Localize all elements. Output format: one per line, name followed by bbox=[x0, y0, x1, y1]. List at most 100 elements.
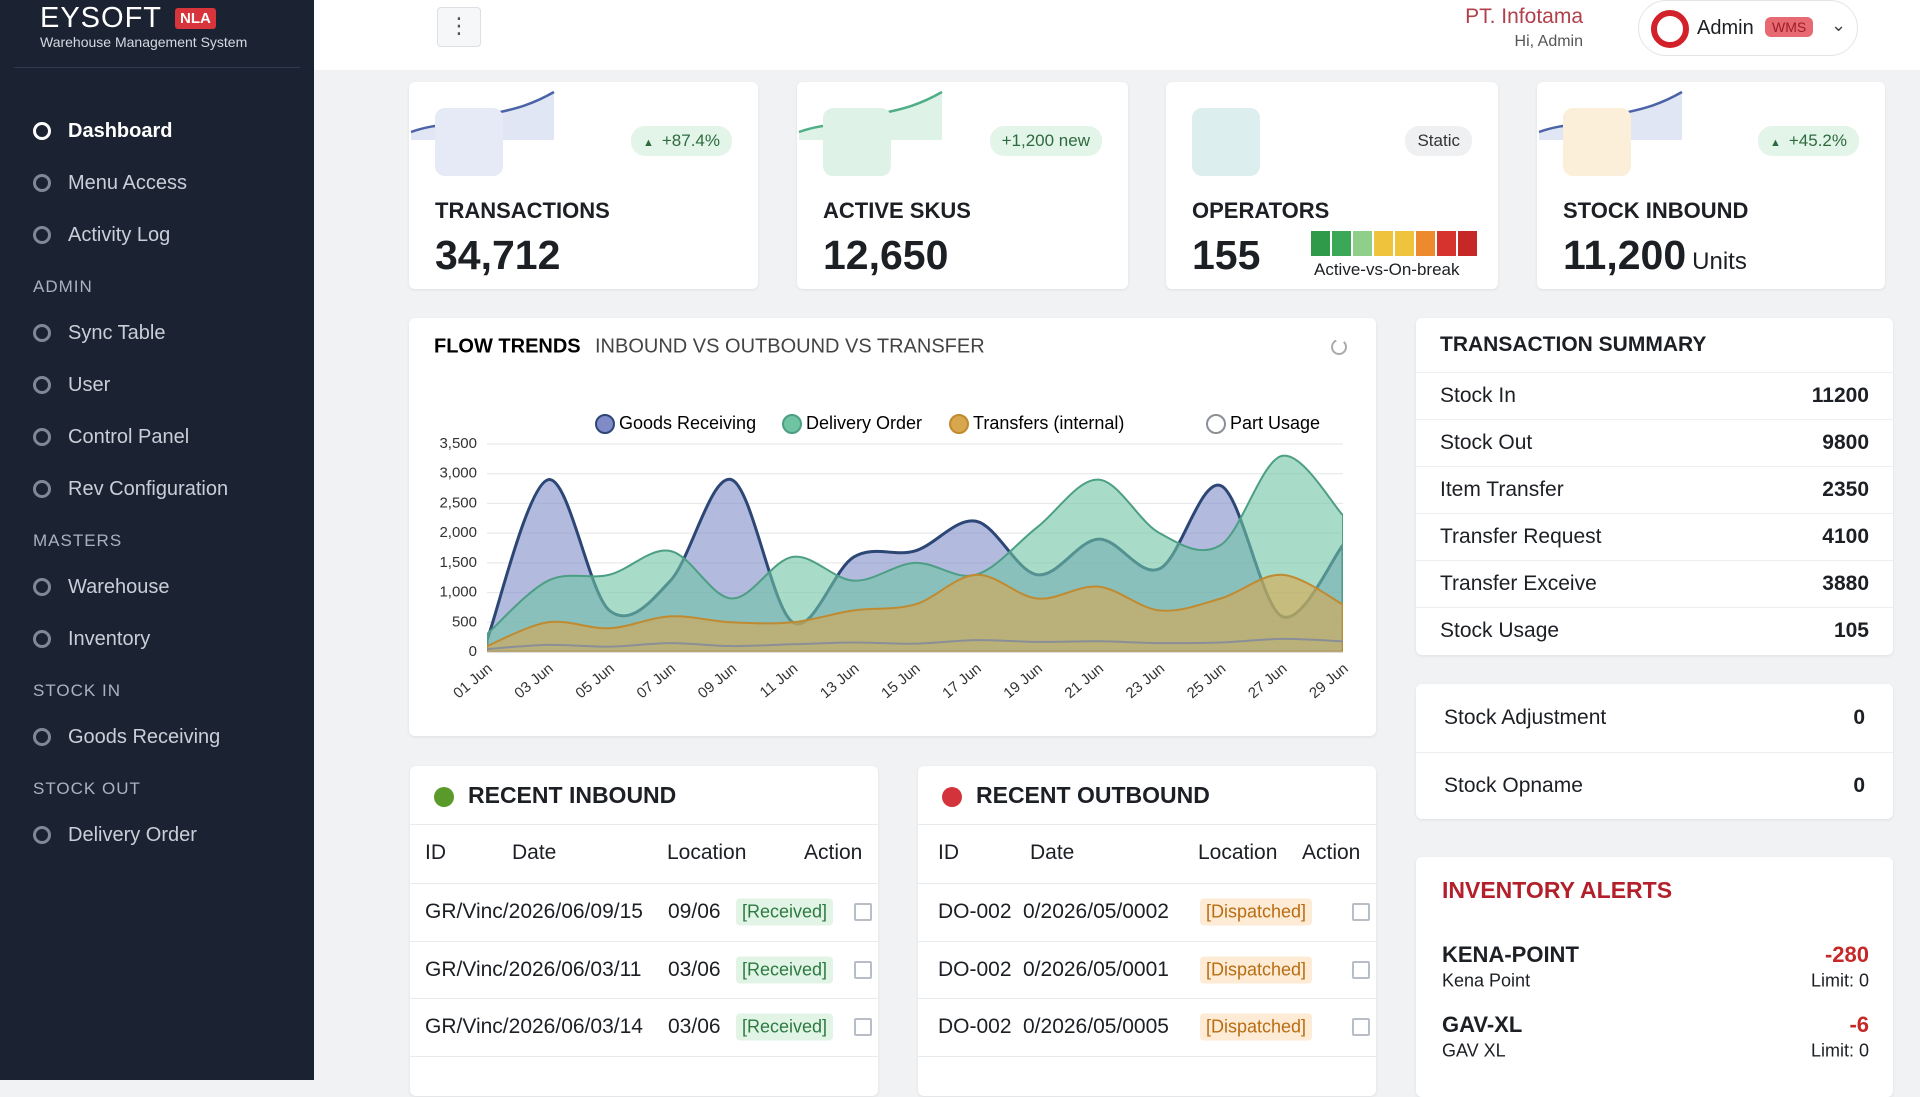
inventory-alerts: INVENTORY ALERTS KENA-POINT Kena Point -28… bbox=[1416, 857, 1893, 1097]
menu-label: Rev Configuration bbox=[68, 477, 229, 500]
kpi-badge-text: +1,200 new bbox=[1001, 131, 1090, 150]
kpi-card: ▲ +87.4% TRANSACTIONS 34,712 bbox=[409, 82, 758, 289]
menu: Dashboard Menu Access Activity Log ADMIN Syn… bbox=[0, 105, 314, 861]
trend-arrow: ▲ bbox=[1769, 137, 1781, 149]
x-tick-label: 15 Jun bbox=[878, 660, 923, 702]
cell-date: 03/06 bbox=[668, 957, 721, 981]
chart-title: FLOW TRENDS bbox=[434, 335, 581, 357]
menu-toggle[interactable]: ⋮ bbox=[437, 7, 481, 47]
brand-subtitle: Warehouse Management System bbox=[40, 34, 248, 50]
column-header: Action bbox=[1302, 841, 1361, 864]
menu-item[interactable]: Activity Log bbox=[0, 209, 314, 261]
greeting: Hi, Admin bbox=[1514, 33, 1583, 50]
row-line bbox=[918, 940, 1376, 942]
user-menu[interactable]: Admin WMS ⌄ bbox=[1638, 0, 1858, 56]
cell-date: 09/06 bbox=[668, 900, 721, 923]
menu-icon bbox=[33, 174, 51, 192]
kpi-unit: Units bbox=[1692, 248, 1747, 275]
row-line bbox=[410, 824, 878, 825]
cell-date: 03/06 bbox=[668, 1015, 721, 1038]
alert-name: Kena Point bbox=[1442, 970, 1531, 991]
summary-label: Stock In bbox=[1440, 384, 1516, 407]
menu-icon bbox=[33, 122, 51, 140]
column-header: Action bbox=[804, 841, 863, 864]
x-tick-label: 25 Jun bbox=[1184, 660, 1229, 702]
adjust-label: Stock Adjustment bbox=[1444, 705, 1607, 729]
summary-label: Stock Usage bbox=[1440, 619, 1560, 642]
area-series bbox=[487, 573, 1343, 652]
brand-badge: NLA bbox=[175, 8, 216, 29]
table-title: RECENT OUTBOUND bbox=[976, 782, 1210, 808]
menu-item[interactable]: Menu Access bbox=[0, 157, 314, 209]
open-action[interactable] bbox=[1352, 960, 1370, 979]
status-segment bbox=[1416, 231, 1435, 256]
divider bbox=[14, 67, 300, 68]
status-badge: [Received] bbox=[736, 1013, 834, 1041]
kpi-icon bbox=[1563, 108, 1631, 176]
row-line bbox=[410, 998, 878, 999]
open-action[interactable] bbox=[854, 903, 872, 921]
summary-row: Transfer Exceive 3880 bbox=[1416, 560, 1893, 607]
cell-id: DO-002 bbox=[938, 957, 1012, 981]
menu-item[interactable]: User bbox=[0, 359, 314, 411]
recent-outbound: RECENT OUTBOUND ID Date Location Action DO-00… bbox=[918, 766, 1376, 1096]
kpi-badge-text: +45.2% bbox=[1788, 131, 1847, 150]
trend-arrow: ▲ bbox=[642, 137, 654, 149]
brand: EYSOFT bbox=[40, 2, 163, 34]
alert-limit: Limit: 0 bbox=[1810, 970, 1869, 991]
menu-icon bbox=[33, 728, 51, 746]
x-tick-label: 03 Jun bbox=[511, 660, 556, 702]
refresh-icon[interactable] bbox=[1331, 339, 1347, 355]
menu-item[interactable]: Sync Table bbox=[0, 307, 314, 359]
open-action[interactable] bbox=[854, 1018, 872, 1036]
x-tick-label: 05 Jun bbox=[572, 660, 617, 702]
user-logo bbox=[1651, 10, 1689, 48]
adjust-row: Stock Adjustment 0 bbox=[1416, 684, 1893, 751]
column-header: Location bbox=[667, 841, 747, 864]
kpi-label: STOCK INBOUND bbox=[1563, 198, 1749, 223]
open-action[interactable] bbox=[854, 960, 872, 979]
menu-section: STOCK IN bbox=[33, 681, 121, 700]
column-header: ID bbox=[425, 841, 446, 864]
kpi-card: Static OPERATORS 155 Active-vs-On-break bbox=[1166, 82, 1498, 289]
y-tick-label: 500 bbox=[452, 613, 477, 630]
menu-label: Warehouse bbox=[68, 575, 170, 598]
summary-row: Item Transfer 2350 bbox=[1416, 466, 1893, 513]
summary-row: Stock Out 9800 bbox=[1416, 419, 1893, 466]
legend-label: Part Usage bbox=[1230, 413, 1320, 433]
menu-item[interactable]: Warehouse bbox=[0, 561, 314, 613]
kpi-value: 34,712 bbox=[435, 232, 560, 279]
menu-item[interactable]: Goods Receiving bbox=[0, 711, 314, 763]
summary-row: Stock In 11200 bbox=[1416, 372, 1893, 419]
alert-code: GAV-XL bbox=[1442, 1012, 1523, 1037]
menu-item[interactable]: Rev Configuration bbox=[0, 463, 314, 515]
row-line bbox=[410, 940, 878, 942]
x-tick-label: 21 Jun bbox=[1062, 660, 1107, 702]
open-action[interactable] bbox=[1352, 903, 1370, 921]
menu-icon bbox=[33, 376, 51, 394]
summary-label: Stock Out bbox=[1440, 431, 1533, 454]
alert-code: KENA-POINT bbox=[1442, 942, 1579, 967]
menu-item[interactable]: Inventory bbox=[0, 613, 314, 665]
y-tick-label: 1,500 bbox=[439, 554, 477, 571]
legend-swatch bbox=[595, 414, 615, 434]
cell-date: 0/2026/05/0005 bbox=[1023, 1015, 1169, 1038]
status-segment bbox=[1395, 231, 1414, 256]
menu-item[interactable]: Control Panel bbox=[0, 411, 314, 463]
open-action[interactable] bbox=[1352, 1018, 1370, 1036]
menu-icon bbox=[33, 826, 51, 844]
legend-label: Transfers (internal) bbox=[973, 413, 1124, 433]
legend-label: Goods Receiving bbox=[619, 413, 756, 433]
x-tick-label: 29 Jun bbox=[1306, 660, 1351, 702]
sidebar: EYSOFT NLA Warehouse Management System D… bbox=[0, 0, 314, 1080]
summary-value: 2350 bbox=[1822, 478, 1869, 501]
chart-subtitle: INBOUND VS OUTBOUND VS TRANSFER bbox=[595, 335, 985, 357]
menu-item[interactable]: Delivery Order bbox=[0, 809, 314, 861]
summary-value: 3880 bbox=[1822, 572, 1869, 595]
summary-row: Stock Usage 105 bbox=[1416, 607, 1893, 654]
kpi-label: OPERATORS bbox=[1192, 198, 1330, 223]
menu-item[interactable]: Dashboard bbox=[0, 105, 314, 157]
kpi-badge: Static bbox=[1405, 126, 1472, 156]
status-badge: [Dispatched] bbox=[1200, 1013, 1313, 1041]
kpi-badge: +1,200 new bbox=[989, 126, 1102, 156]
